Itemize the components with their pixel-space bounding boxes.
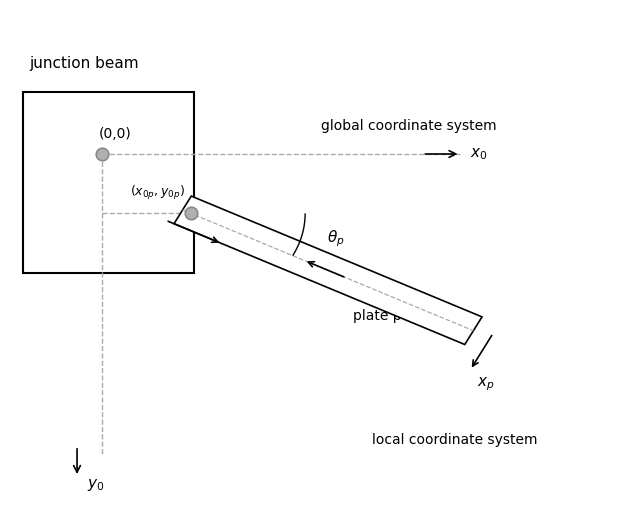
Text: $y_p$: $y_p$	[232, 232, 249, 250]
Text: $y_0$: $y_0$	[87, 477, 104, 493]
Bar	[23, 92, 195, 273]
Text: (0,0): (0,0)	[100, 127, 132, 141]
Text: $x_p$: $x_p$	[476, 375, 494, 393]
Text: $\theta_p$: $\theta_p$	[327, 228, 344, 249]
Text: junction beam: junction beam	[30, 56, 139, 71]
Text: local coordinate system: local coordinate system	[372, 433, 537, 447]
Text: $x_0$: $x_0$	[470, 146, 487, 162]
Text: $(x_{0p},y_{0p})$: $(x_{0p},y_{0p})$	[130, 184, 185, 202]
Text: global coordinate system: global coordinate system	[321, 119, 497, 133]
Text: plate p: plate p	[352, 309, 401, 323]
Polygon shape	[174, 196, 482, 344]
